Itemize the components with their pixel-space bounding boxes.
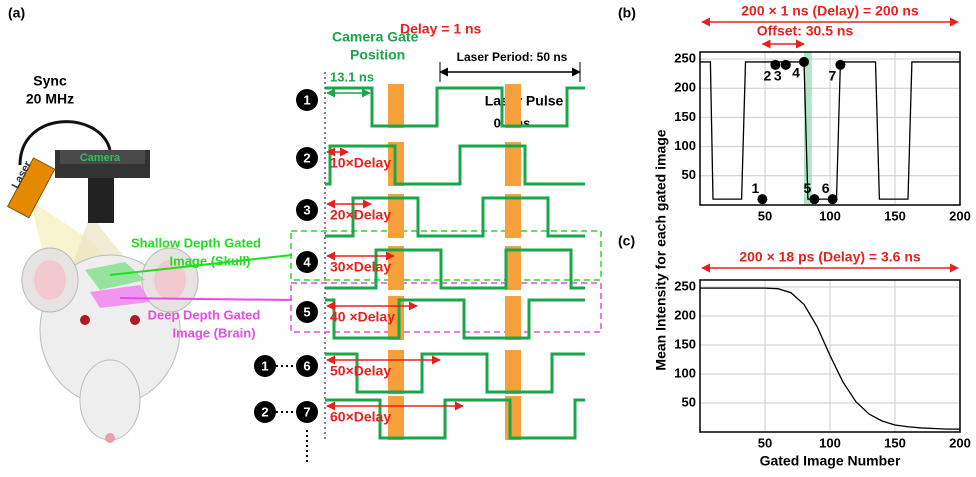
gate-width: 13.1 ns xyxy=(330,69,374,84)
x-tick-label: 100 xyxy=(819,208,841,223)
y-tick-label: 250 xyxy=(674,50,696,65)
delay-label: 30×Delay xyxy=(330,259,391,275)
laser-pulse xyxy=(505,296,521,340)
marker-point xyxy=(835,60,845,70)
chart-title: 200 × 1 ns (Delay) = 200 ns xyxy=(741,3,919,19)
x-tick-label: 100 xyxy=(819,435,841,450)
row-badge-label: 5 xyxy=(303,304,310,319)
y-tick-label: 50 xyxy=(682,394,696,409)
point-label: 1 xyxy=(752,180,760,196)
point-label: 3 xyxy=(774,68,782,84)
shallow-label: Shallow Depth Gated xyxy=(131,235,261,250)
x-tick-label: 50 xyxy=(758,208,772,223)
row-badge-label: 1 xyxy=(303,92,310,107)
laser-pulse xyxy=(388,84,404,128)
gate-title: Position xyxy=(350,47,405,63)
panel-label: (c) xyxy=(618,233,635,249)
y-tick-label: 50 xyxy=(682,167,696,182)
panel-label: (a) xyxy=(8,5,25,21)
marker-point xyxy=(781,60,791,70)
row-badge-label: 2 xyxy=(261,404,268,419)
row-badge-label: 2 xyxy=(303,150,310,165)
laser-pulse xyxy=(505,142,521,186)
deep-label: Image (Brain) xyxy=(172,325,255,340)
chart-title: 200 × 18 ps (Delay) = 3.6 ns xyxy=(739,249,921,265)
x-axis-label: Gated Image Number xyxy=(760,453,901,469)
laser-pulse xyxy=(505,194,521,238)
x-tick-label: 200 xyxy=(949,435,971,450)
shallow-label: Image (Skull) xyxy=(170,253,251,268)
period-label: Laser Period: 50 ns xyxy=(457,50,568,64)
x-tick-label: 150 xyxy=(884,435,906,450)
point-label: 6 xyxy=(822,180,830,196)
y-tick-label: 150 xyxy=(674,109,696,124)
point-label: 5 xyxy=(804,180,812,196)
delay-label: 60×Delay xyxy=(330,409,391,425)
marker-point xyxy=(799,57,809,67)
row-badge-label: 4 xyxy=(303,254,311,269)
y-tick-label: 100 xyxy=(674,365,696,380)
row-badge-label: 7 xyxy=(303,404,310,419)
delay-label: 20×Delay xyxy=(330,207,391,223)
y-tick-label: 250 xyxy=(674,278,696,293)
laser-pulse xyxy=(505,396,521,440)
y-axis-label: Mean Intensity for each gated image xyxy=(653,129,669,370)
laser-pulse xyxy=(505,350,521,394)
delay-label: 10×Delay xyxy=(330,155,391,171)
row-badge-label: 3 xyxy=(303,202,310,217)
deep-label: Deep Depth Gated xyxy=(148,307,261,322)
point-label: 7 xyxy=(829,68,837,84)
point-label: 4 xyxy=(792,65,800,81)
sync-label: 20 MHz xyxy=(26,91,74,107)
camera-label: Camera xyxy=(80,152,121,164)
row-badge-label: 6 xyxy=(303,358,310,373)
x-tick-label: 150 xyxy=(884,208,906,223)
panel-label: (b) xyxy=(618,5,636,21)
offset-label: Offset: 30.5 ns xyxy=(757,23,854,39)
delay-label: 50×Delay xyxy=(330,363,391,379)
y-tick-label: 200 xyxy=(674,307,696,322)
point-label: 2 xyxy=(764,68,772,84)
delay-label: 40 ×Delay xyxy=(330,309,395,325)
x-tick-label: 200 xyxy=(949,208,971,223)
illustration xyxy=(8,122,292,443)
x-tick-label: 50 xyxy=(758,435,772,450)
figure: (a) Sync 20 MHz Camera Laser Shallow Dep… xyxy=(0,0,976,477)
y-tick-label: 150 xyxy=(674,336,696,351)
y-tick-label: 200 xyxy=(674,80,696,95)
delay-label: Delay = 1 ns xyxy=(400,21,482,37)
y-tick-label: 100 xyxy=(674,138,696,153)
sync-label: Sync xyxy=(33,73,67,89)
pulse-label: Laser Pulse xyxy=(485,93,564,109)
laser-pulse xyxy=(505,84,521,128)
row-badge-label: 1 xyxy=(261,358,268,373)
